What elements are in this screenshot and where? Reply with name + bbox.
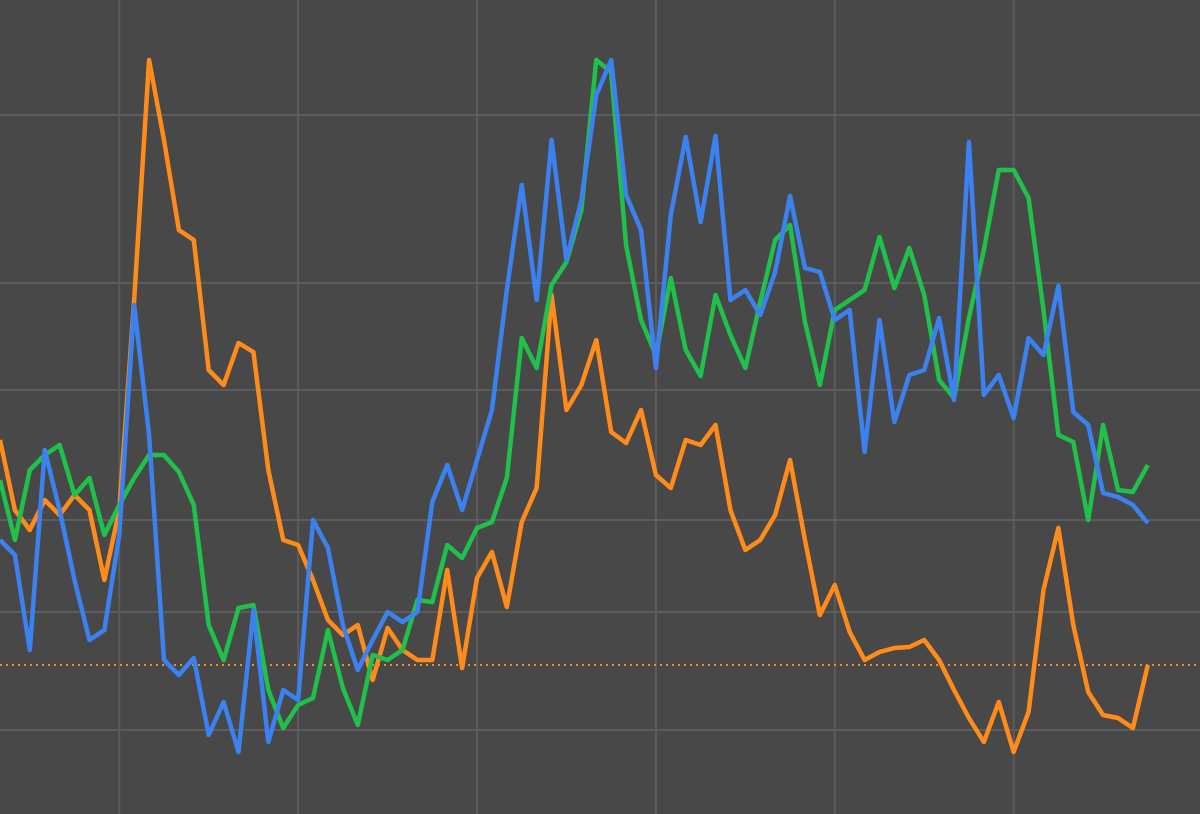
data-line [0, 57, 1151, 755]
data-line [0, 57, 1150, 755]
